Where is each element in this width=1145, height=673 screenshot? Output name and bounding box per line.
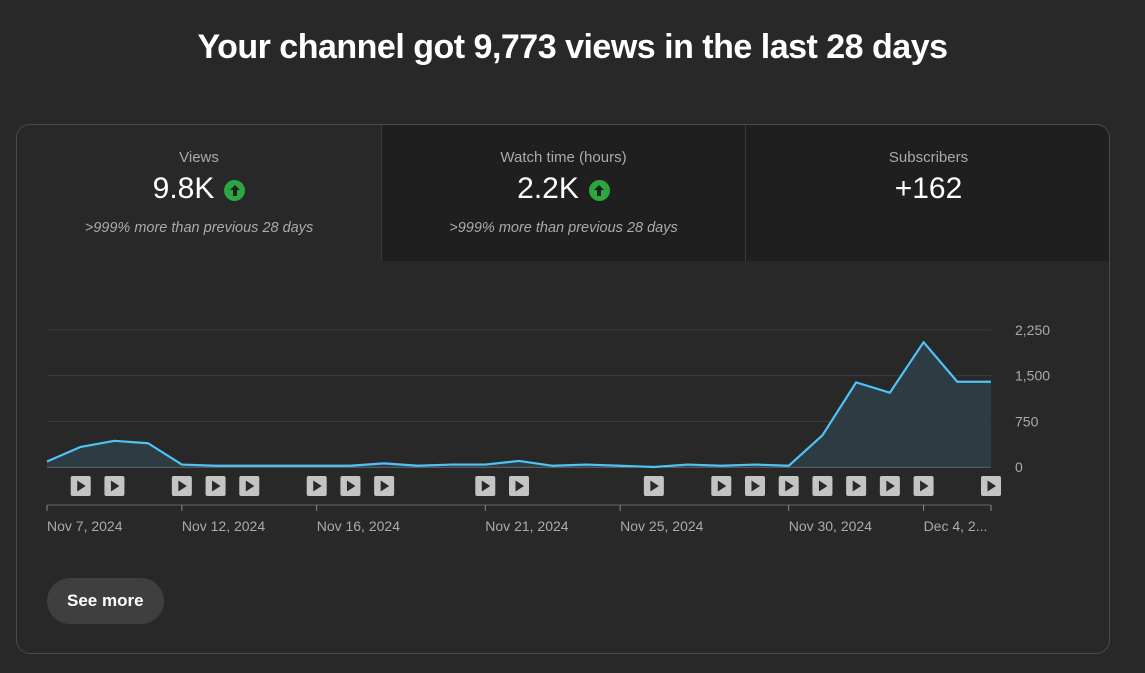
- play-icon: [245, 480, 255, 492]
- tab-label: Subscribers: [888, 149, 969, 166]
- tab-value: +162: [894, 172, 963, 205]
- play-icon: [785, 480, 794, 492]
- y-tick-label: 0: [1015, 459, 1023, 475]
- x-tick-label: Dec 4, 2...: [924, 518, 988, 534]
- video-marker-icon[interactable]: [475, 476, 496, 496]
- tab-comparison-text: >999% more than previous 28 days: [449, 220, 678, 236]
- play-icon: [920, 480, 929, 492]
- arrow-up-icon: [224, 179, 246, 201]
- video-marker-icon[interactable]: [171, 476, 192, 496]
- play-icon: [818, 480, 828, 492]
- play-icon: [313, 480, 322, 492]
- video-marker-icon[interactable]: [70, 476, 91, 496]
- y-tick-label: 2,250: [1015, 322, 1050, 338]
- x-tick-label: Nov 25, 2024: [620, 518, 703, 534]
- tab-label: Views: [179, 149, 219, 166]
- see-more-button[interactable]: See more: [47, 578, 164, 624]
- play-icon: [346, 480, 356, 492]
- x-tick-label: Nov 7, 2024: [47, 518, 123, 534]
- video-marker-icon[interactable]: [509, 476, 529, 496]
- x-tick-label: Nov 30, 2024: [789, 518, 872, 534]
- views-line-chart: 2,250 1,500 750 0 Nov 7, 2024 Nov 12, 2024 Nov…: [46, 322, 1050, 534]
- video-marker-icon[interactable]: [981, 476, 1001, 496]
- play-icon: [515, 480, 524, 492]
- x-tick-label: Nov 21, 2024: [485, 518, 568, 534]
- y-tick-label: 750: [1015, 413, 1039, 429]
- page-title: Your channel got 9,773 views in the last…: [197, 28, 948, 66]
- tab-watch-time[interactable]: Watch time (hours) 2.2K >999% more than …: [381, 125, 745, 261]
- video-marker-icon[interactable]: [239, 476, 260, 496]
- play-icon: [110, 480, 120, 492]
- tab-views[interactable]: Views 9.8K >999% more than previous 28 d…: [17, 125, 381, 261]
- tab-subscribers[interactable]: Subscribers +162: [745, 125, 1109, 261]
- video-marker-icon[interactable]: [846, 476, 867, 496]
- play-icon: [852, 480, 862, 492]
- play-icon: [886, 480, 895, 492]
- series-area: [47, 342, 991, 467]
- play-icon: [717, 480, 727, 492]
- video-marker-icon[interactable]: [879, 476, 900, 496]
- play-icon: [380, 480, 390, 492]
- tab-value: 2.2K: [517, 172, 579, 205]
- video-marker-icon[interactable]: [340, 476, 361, 496]
- analytics-card: Views 9.8K >999% more than previous 28 d…: [16, 124, 1110, 654]
- video-marker-icon[interactable]: [812, 476, 833, 496]
- arrow-up-icon: [588, 179, 610, 201]
- tab-value: 9.8K: [152, 172, 215, 205]
- x-tick-label: Nov 16, 2024: [317, 518, 400, 534]
- play-icon: [77, 480, 86, 492]
- video-marker-icon[interactable]: [205, 476, 226, 496]
- play-icon: [178, 480, 187, 492]
- video-marker-icon[interactable]: [913, 476, 934, 496]
- play-icon: [212, 480, 221, 492]
- video-marker-icon[interactable]: [745, 476, 765, 496]
- video-marker-icon[interactable]: [711, 476, 732, 496]
- play-icon: [751, 480, 760, 492]
- play-icon: [481, 480, 491, 492]
- tab-comparison-text: >999% more than previous 28 days: [84, 220, 314, 236]
- video-marker-icon[interactable]: [643, 476, 664, 496]
- metric-tabs: Views 9.8K >999% more than previous 28 d…: [17, 125, 1109, 261]
- video-marker-icon[interactable]: [778, 476, 799, 496]
- y-tick-label: 1,500: [1015, 368, 1050, 384]
- play-icon: [987, 480, 996, 492]
- video-marker-icon[interactable]: [374, 476, 395, 496]
- series-line: [46, 341, 991, 469]
- x-tick-label: Nov 12, 2024: [182, 518, 265, 534]
- video-marker-icon[interactable]: [306, 476, 327, 496]
- play-icon: [650, 480, 659, 492]
- video-marker-icon[interactable]: [104, 476, 125, 496]
- tab-label: Watch time (hours): [500, 149, 627, 166]
